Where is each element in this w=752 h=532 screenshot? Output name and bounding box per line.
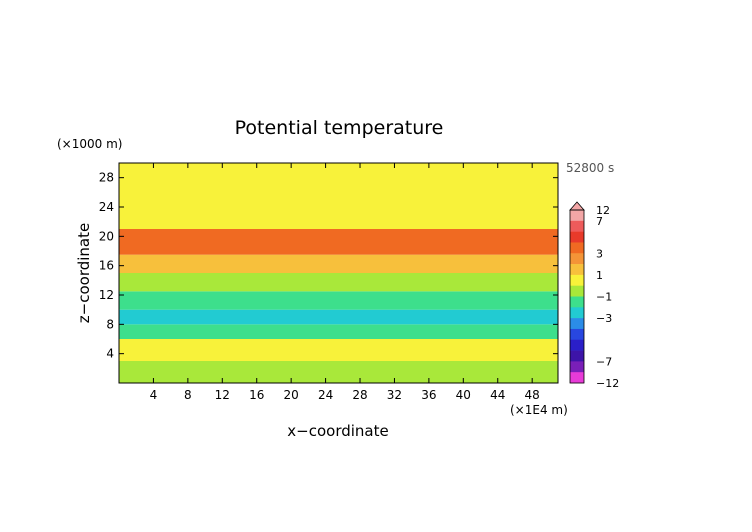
heatmap-layer [119,291,558,310]
colorbar-label: 1 [596,269,603,282]
colorbar-label: −12 [596,377,619,390]
colorbar-swatch [570,318,584,330]
colorbar-swatch [570,328,584,341]
colorbar-swatch [570,339,584,351]
colorbar-swatch [570,372,584,384]
colorbar-swatch [570,361,584,373]
colorbar-swatch [570,253,584,265]
x-tick-label: 24 [318,388,333,402]
colorbar-label: −7 [596,355,612,368]
x-tick-label: 44 [490,388,505,402]
heatmap-layer [119,324,558,339]
y-unit-label: (×1000 m) [57,137,122,151]
x-tick-label: 12 [215,388,230,402]
x-tick-label: 48 [525,388,540,402]
y-tick-label: 28 [99,171,114,185]
colorbar-swatch [570,210,584,222]
colorbar-swatch [570,307,584,319]
x-tick-label: 8 [184,388,192,402]
chart-title: Potential temperature [235,117,444,139]
colorbar-swatch [570,350,584,362]
colorbar-swatch [570,231,584,243]
heatmap-layer [119,361,558,383]
colorbar-label: −3 [596,312,612,325]
heatmap-layer [119,163,558,207]
x-tick-label: 28 [352,388,367,402]
x-tick-label: 36 [421,388,436,402]
x-tick-label: 16 [249,388,264,402]
y-tick-label: 8 [106,317,114,331]
time-label: 52800 s [566,161,614,175]
y-tick-label: 12 [99,288,114,302]
heatmap-layer [119,254,558,273]
colorbar: 127 3 1 −1 −3 −7 −12 [569,201,619,390]
x-tick-label: 20 [284,388,299,402]
x-tick-label: 32 [387,388,402,402]
colorbar-label: 12 [596,204,610,217]
heatmap-layer [119,309,558,325]
heatmap-layer [119,273,558,292]
heatmap-layer [119,207,558,229]
colorbar-label: −1 [596,291,612,304]
colorbar-swatch [570,274,584,286]
plot-frame [118,162,559,384]
heatmap-layers [119,163,558,383]
colorbar-swatch [570,296,584,308]
y-tick-label: 4 [106,347,114,361]
x-tick-label: 40 [456,388,471,402]
x-unit-label: (×1E4 m) [510,403,568,417]
colorbar-top-arrow [569,201,585,211]
y-tick-label: 24 [99,200,114,214]
x-tick-label: 4 [150,388,158,402]
heatmap-layer [119,229,558,255]
y-axis-label: z−coordinate [75,223,93,323]
y-axis-ticks: 4 8 12 16 20 24 28 [99,171,558,361]
y-tick-label: 16 [99,259,114,273]
colorbar-swatch [570,220,584,232]
colorbar-frame [569,209,585,384]
y-tick-label: 20 [99,229,114,243]
colorbar-label: 3 [596,247,603,260]
heatmap-layer [119,339,558,361]
plot-area [119,163,558,383]
colorbar-swatch [570,264,584,276]
x-axis-ticks: 4 8 12 16 20 24 28 32 36 40 44 48 [150,163,540,402]
colorbar-swatch [570,242,584,254]
x-axis-label: x−coordinate [287,422,388,440]
colorbar-label: 7 [596,215,603,228]
colorbar-swatch [570,285,584,297]
